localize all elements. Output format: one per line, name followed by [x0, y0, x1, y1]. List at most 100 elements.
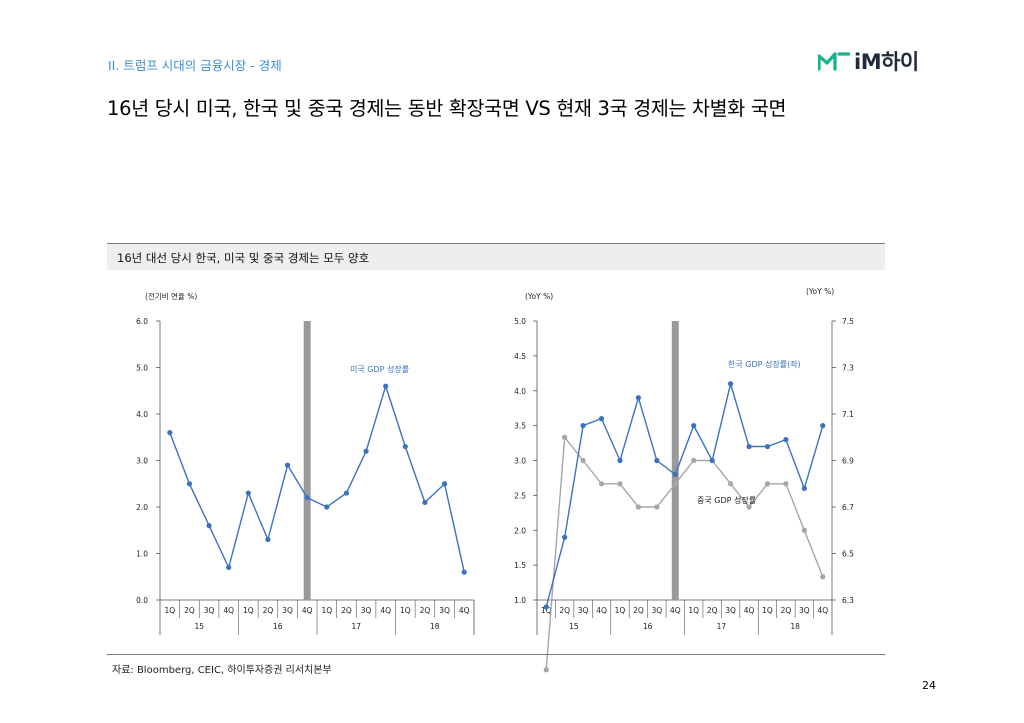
source-note: 자료: Bloomberg, CEIC, 하이투자증권 리서치본부: [112, 665, 332, 676]
chart2-quarter-label: 3Q: [578, 606, 589, 615]
chart2-korea-gdp-point: [617, 457, 623, 464]
chart1-year-label: 15: [194, 622, 204, 631]
chart2-quarter-label: 2Q: [559, 606, 570, 615]
chart1-quarter-label: 2Q: [420, 606, 431, 615]
chart2-korea-gdp-point: [709, 457, 715, 464]
chart2-korea-gdp-point: [580, 423, 586, 429]
chart2-korea-gdp-line: [545, 381, 824, 608]
chart1-us-gdp-point: [324, 504, 330, 510]
chart2-y-tick-label-left: 4.0: [514, 387, 526, 396]
chart2-y-tick-label-left: 5.0: [514, 317, 526, 326]
chart1-us-gdp-line: [169, 383, 465, 573]
logo-mark-icon: [818, 52, 850, 71]
chart1-us-gdp-point: [441, 481, 448, 487]
chart2-quarter-label: 1Q: [688, 606, 699, 615]
chart2-year-label: 18: [790, 622, 800, 631]
chart1-us-gdp-point: [265, 536, 271, 543]
chart1-us-gdp-point: [167, 430, 173, 436]
chart1-y-tick-label: 6.0: [136, 317, 148, 326]
chart2-y-tick-label-right: 7.3: [842, 364, 854, 373]
chart2-china-gdp-point: [654, 504, 660, 510]
chart1-unit-label: (전기비 연율 %): [145, 291, 197, 301]
chart2-y-tick-label-left: 1.0: [514, 596, 526, 605]
chart1-us-gdp-point: [304, 495, 310, 501]
chart2-unit-label-left: (YoY %): [525, 292, 553, 301]
chart2-quarter-label: 3Q: [799, 606, 810, 615]
chart1-quarter-label: 4Q: [302, 606, 313, 615]
chart2-korea-gdp-point: [672, 471, 678, 478]
chart1-quarter-label: 2Q: [341, 606, 352, 615]
chart2-quarter-label: 3Q: [652, 606, 663, 615]
chart2-quarter-label: 4Q: [744, 606, 755, 615]
chart1-us-gdp-point: [422, 499, 428, 505]
chart2-korea-gdp-point: [635, 395, 642, 401]
company-logo: iM하이: [818, 47, 919, 75]
page-number: 24: [922, 679, 936, 692]
chart2-quarter-label: 4Q: [596, 606, 607, 615]
chart1-us-gdp-point: [245, 490, 251, 496]
chart2-y-tick-label-right: 7.5: [842, 317, 854, 326]
chart2-quarter-label: 1Q: [541, 606, 552, 615]
chart1-quarter-label: 3Q: [361, 606, 372, 615]
chart2-quarter-label: 2Q: [633, 606, 644, 615]
chart1-us-gdp-point: [363, 448, 369, 454]
chart1-quarter-label: 3Q: [204, 606, 215, 615]
chart1-quarter-label: 2Q: [184, 606, 195, 615]
chart1-us-gdp-point: [186, 481, 193, 487]
chart1-quarter-label: 4Q: [223, 606, 234, 615]
chart1-quarter-label: 3Q: [282, 606, 293, 615]
chart1-us-gdp-point: [284, 462, 291, 468]
chart2-china-gdp-point: [543, 667, 549, 673]
footer-divider: [107, 654, 885, 655]
chart2-korea-gdp-point: [598, 416, 605, 422]
chart2-election-marker: [671, 321, 679, 600]
chart1-quarter-label: 4Q: [380, 606, 391, 615]
chart1-us-gdp-point: [226, 564, 232, 571]
chart2-china-gdp-point: [764, 481, 771, 487]
chart1-series-label: 미국 GDP 성장률: [350, 364, 409, 374]
chart1-election-marker: [303, 321, 311, 600]
chart2-quarter-label: 2Q: [781, 606, 792, 615]
logo-text: iM하이: [854, 50, 919, 74]
chart2-china-gdp-point: [783, 481, 789, 487]
chart2-korea-gdp-point: [820, 423, 826, 429]
chart2-china-gdp-point: [562, 434, 568, 440]
chart2-year-label: 16: [643, 622, 653, 631]
chart1-us-gdp-point: [402, 443, 408, 450]
chart1-quarter-label: 1Q: [164, 606, 175, 615]
chart2-y-tick-label-right: 6.5: [842, 550, 854, 559]
chart1-quarter-label: 3Q: [439, 606, 450, 615]
chart2-unit-label-right: (YoY %): [806, 287, 834, 296]
chart1-quarter-label: 1Q: [243, 606, 254, 615]
chart2-y-tick-label-left: 4.5: [514, 352, 526, 361]
chart2-china-gdp-point: [617, 481, 623, 487]
chart1-us-gdp-point: [461, 569, 467, 575]
chart2-china-gdp-point: [801, 527, 807, 533]
chart2-y-tick-label-left: 2.0: [514, 526, 526, 535]
chart2-series-label-korea: 한국 GDP 성장률(좌): [728, 359, 801, 369]
chart2-china-gdp-point: [727, 481, 734, 487]
chart1-quarter-label: 1Q: [400, 606, 411, 615]
chart2-korea-gdp-point: [783, 436, 789, 443]
chart1-y-tick-label: 3.0: [136, 457, 148, 466]
chart2-y-tick-label-right: 6.7: [842, 503, 854, 512]
chart2-y-tick-label-left: 2.5: [514, 491, 526, 500]
chart2-korea-gdp-point: [691, 423, 697, 429]
chart1-us-gdp-point: [343, 490, 350, 496]
chart2-quarter-label: 3Q: [725, 606, 736, 615]
chart2-quarter-label: 1Q: [762, 606, 773, 615]
chart2-y-tick-label-right: 7.1: [842, 410, 854, 419]
chart2-series-label-china: 중국 GDP 성장률: [697, 495, 756, 505]
chart1-y-tick-label: 5.0: [136, 364, 148, 373]
chart2-china-gdp-point: [691, 457, 697, 464]
figure-title: 16년 대선 당시 한국, 미국 및 중국 경제는 모두 양호: [117, 251, 370, 265]
chart1-quarter-label: 4Q: [459, 606, 470, 615]
chart2-y-tick-label-right: 6.3: [842, 596, 854, 605]
chart2-china-gdp-point: [635, 504, 642, 510]
chart2-china-gdp-point: [746, 504, 752, 510]
chart2-y-tick-label-right: 6.9: [842, 457, 854, 466]
chart2-quarter-label: 2Q: [707, 606, 718, 615]
figure-title-bar: 16년 대선 당시 한국, 미국 및 중국 경제는 모두 양호: [107, 243, 885, 270]
chart2-korea-gdp-point: [801, 485, 807, 491]
chart2-korea-gdp-point: [654, 457, 660, 464]
